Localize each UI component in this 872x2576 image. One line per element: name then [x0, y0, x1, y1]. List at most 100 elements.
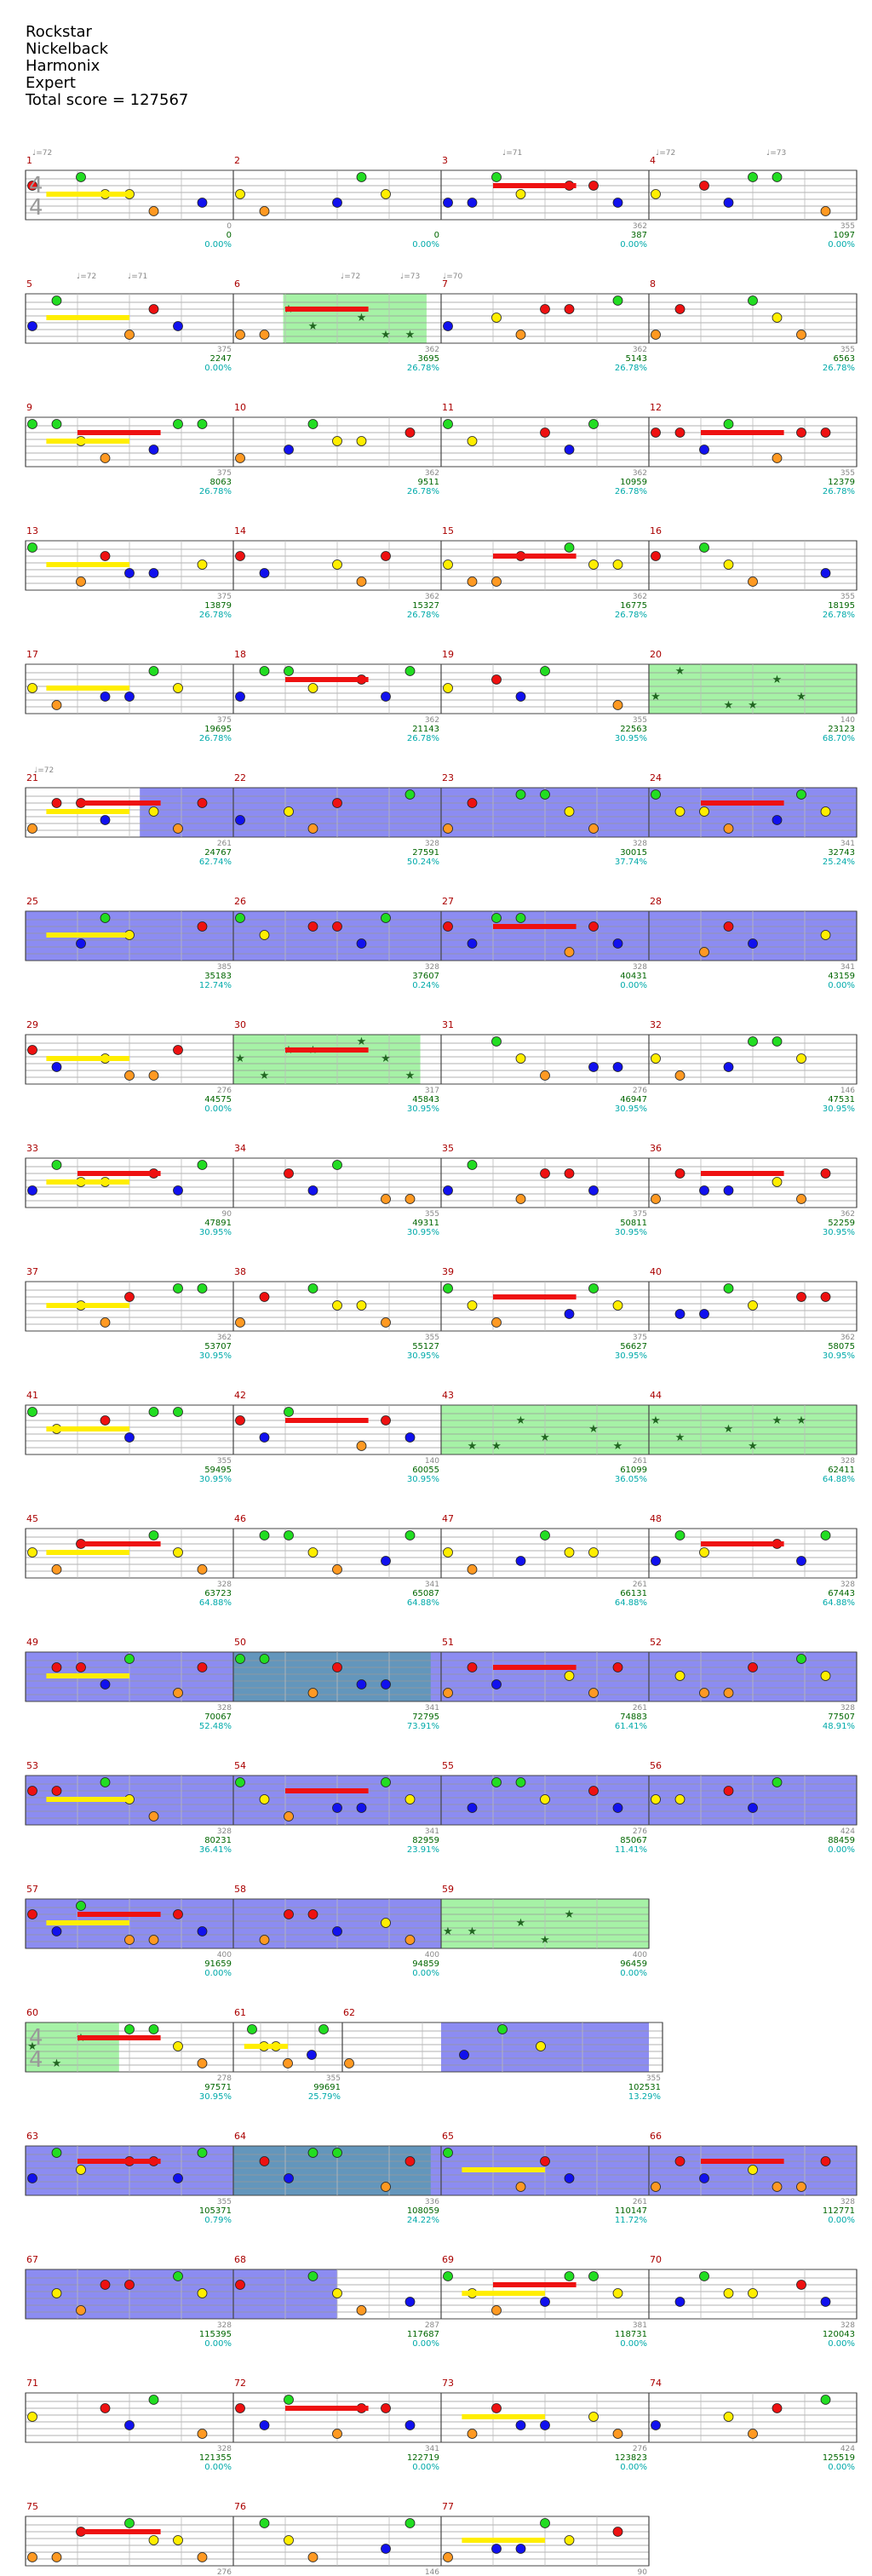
time-signature: 4 [29, 173, 43, 198]
note [564, 2535, 575, 2545]
note [27, 419, 37, 429]
measure-number: 12 [650, 402, 662, 413]
multiplier-value: 30.95% [615, 1228, 647, 1237]
note [51, 798, 62, 808]
score-value: 40431 [620, 972, 647, 981]
note [100, 551, 111, 561]
note [307, 1547, 318, 1558]
note [27, 683, 37, 693]
note [27, 1407, 37, 1417]
sp-value: 276 [633, 2445, 647, 2453]
note [124, 2420, 135, 2430]
measure-number: 49 [26, 1637, 38, 1648]
note [796, 1556, 806, 1566]
sp-value: 328 [217, 1581, 232, 1589]
measure-number: 30 [234, 1019, 246, 1030]
score-value: 3695 [418, 354, 439, 364]
note [381, 551, 391, 561]
note [124, 1654, 135, 1664]
sp-value: 355 [425, 1210, 439, 1219]
sp-value: 278 [217, 2074, 232, 2083]
note [173, 1407, 183, 1417]
star-note: ★ [724, 699, 734, 712]
sp-value: 424 [840, 2445, 855, 2453]
multiplier-value: 26.78% [407, 611, 439, 620]
note [588, 2271, 599, 2281]
multiplier-value: 0.00% [204, 2339, 232, 2349]
note [674, 1070, 686, 1081]
note [699, 1309, 709, 1319]
sp-value: 355 [840, 222, 855, 231]
note [723, 2288, 734, 2298]
score-value: 15327 [412, 601, 439, 611]
note [723, 1786, 734, 1796]
note [173, 1547, 183, 1558]
note [588, 1185, 599, 1196]
note [723, 559, 734, 570]
score-value: 61099 [620, 1466, 647, 1475]
note [443, 683, 453, 693]
multiplier-value: 50.24% [407, 858, 439, 867]
sp-value: 328 [840, 2198, 855, 2206]
note [404, 666, 416, 676]
note [27, 181, 37, 191]
note [748, 2429, 758, 2439]
measure-number: 13 [26, 525, 38, 536]
multiplier-value: 25.79% [308, 2092, 341, 2102]
sp-value: 328 [217, 1827, 232, 1836]
measure-number: 37 [26, 1266, 38, 1277]
measure-number: 22 [234, 772, 246, 783]
note [27, 321, 37, 331]
note [148, 445, 159, 455]
note [148, 806, 159, 817]
multiplier-value: 0.00% [204, 364, 232, 373]
score-value: 5143 [626, 354, 647, 364]
note [540, 2297, 550, 2307]
note [612, 1062, 623, 1072]
note [699, 181, 709, 191]
star-note: ★ [675, 665, 686, 678]
score-value: 80231 [204, 1836, 232, 1845]
measure-number: 75 [26, 2501, 38, 2512]
measure-number: 18 [234, 649, 246, 660]
measure-number: 52 [650, 1637, 662, 1648]
song-title: Rockstar [26, 23, 92, 41]
note [124, 1292, 135, 1302]
note [100, 1777, 111, 1787]
multiplier-value: 12.74% [199, 981, 232, 990]
note [259, 1935, 270, 1945]
note [284, 806, 294, 817]
measure-number: 46 [234, 1513, 246, 1524]
note [148, 1811, 159, 1822]
score-value: 22563 [620, 725, 647, 734]
note [307, 1283, 318, 1294]
multiplier-value: 24.22% [407, 2216, 439, 2225]
note [443, 2271, 453, 2281]
note [356, 436, 367, 446]
note [674, 304, 686, 314]
note [723, 419, 734, 429]
sp-value: 355 [840, 346, 855, 354]
note [381, 2544, 391, 2554]
sp-value: 362 [633, 346, 647, 354]
note [588, 181, 599, 191]
sp-value: 261 [633, 1457, 647, 1466]
note [100, 453, 111, 463]
score-value: 63723 [204, 1589, 232, 1598]
note [381, 189, 391, 199]
note [497, 2024, 508, 2034]
note [332, 2429, 342, 2439]
sp-value: 261 [217, 840, 232, 848]
note [148, 2024, 159, 2034]
note [467, 938, 478, 949]
note [443, 823, 453, 834]
note [332, 436, 342, 446]
measure-number: 17 [26, 649, 38, 660]
note [51, 1662, 62, 1672]
note [235, 691, 245, 702]
note [51, 295, 62, 306]
note [27, 823, 37, 834]
note [491, 2544, 502, 2554]
note [381, 2403, 391, 2413]
score-value: 59495 [204, 1466, 232, 1475]
